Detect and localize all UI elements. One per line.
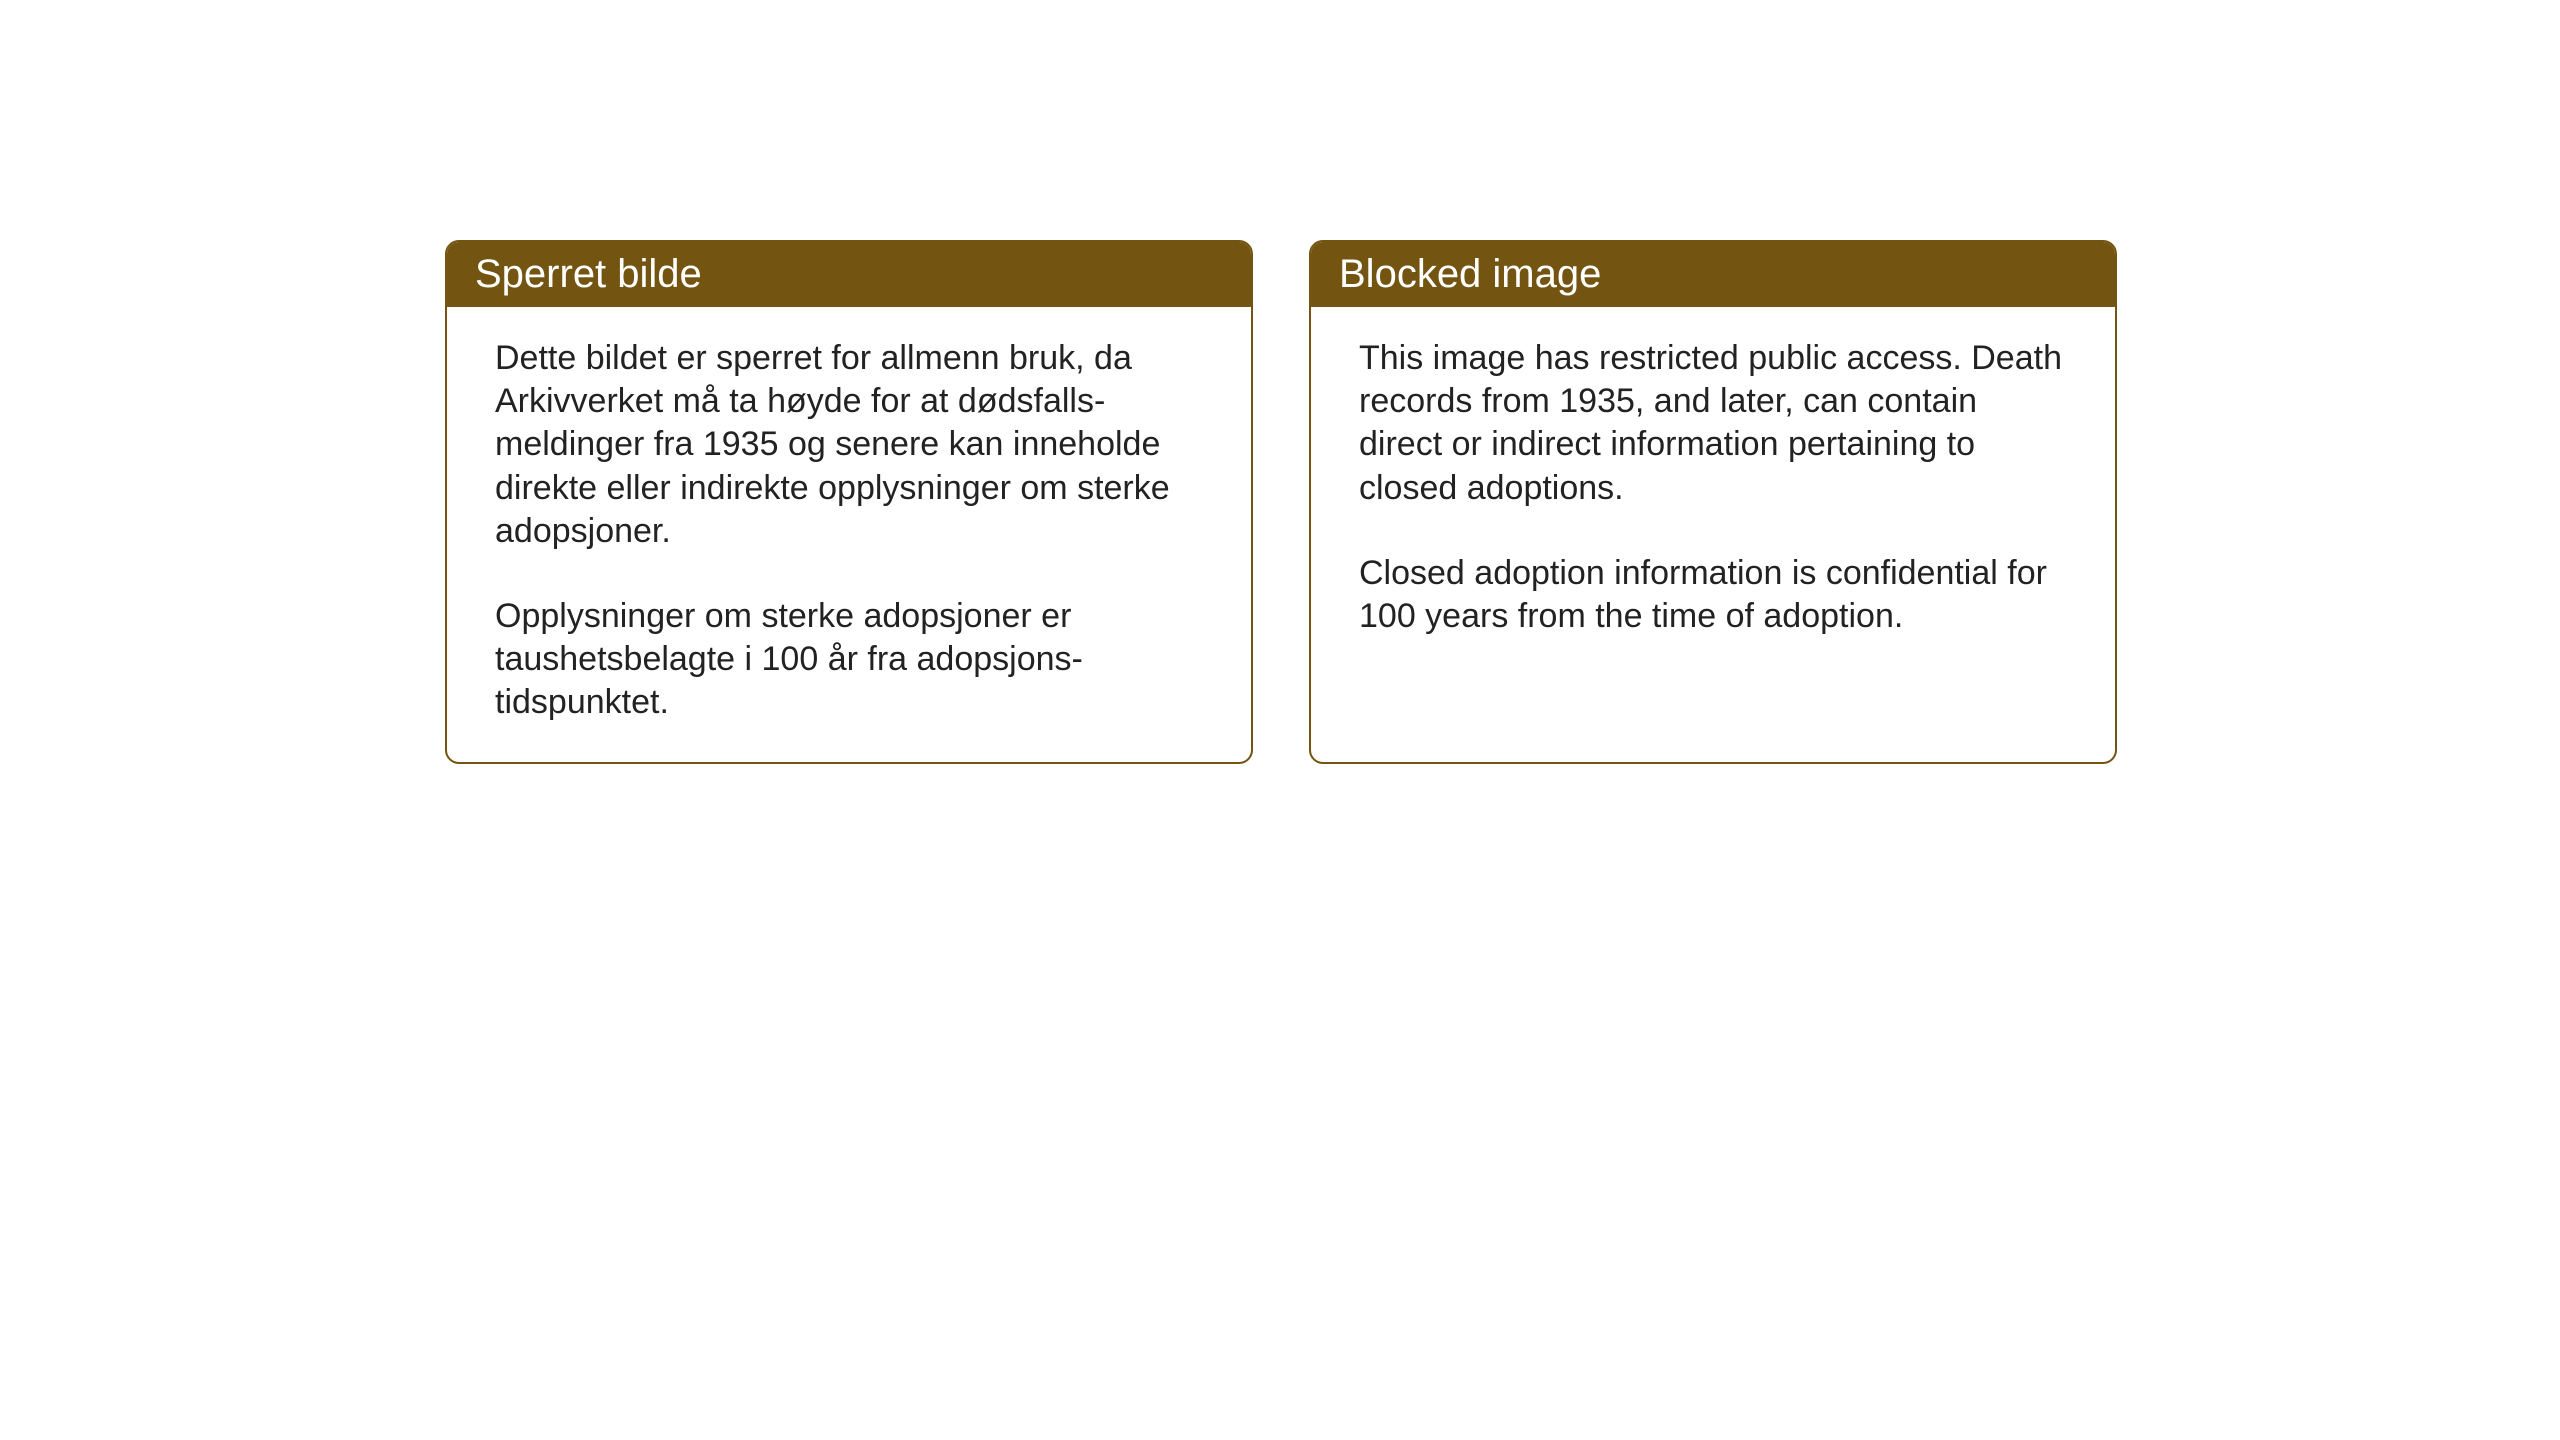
card-paragraph-1-norwegian: Dette bildet er sperret for allmenn bruk… (495, 337, 1203, 553)
card-paragraph-2-english: Closed adoption information is confident… (1359, 552, 2067, 638)
card-header-english: Blocked image (1311, 242, 2115, 307)
card-title-norwegian: Sperret bilde (475, 252, 702, 296)
card-title-english: Blocked image (1339, 252, 1601, 296)
card-paragraph-2-norwegian: Opplysninger om sterke adopsjoner er tau… (495, 595, 1203, 725)
card-body-english: This image has restricted public access.… (1311, 307, 2115, 676)
cards-container: Sperret bilde Dette bildet er sperret fo… (445, 240, 2117, 764)
card-norwegian: Sperret bilde Dette bildet er sperret fo… (445, 240, 1253, 764)
card-body-norwegian: Dette bildet er sperret for allmenn bruk… (447, 307, 1251, 762)
card-header-norwegian: Sperret bilde (447, 242, 1251, 307)
card-english: Blocked image This image has restricted … (1309, 240, 2117, 764)
card-paragraph-1-english: This image has restricted public access.… (1359, 337, 2067, 510)
